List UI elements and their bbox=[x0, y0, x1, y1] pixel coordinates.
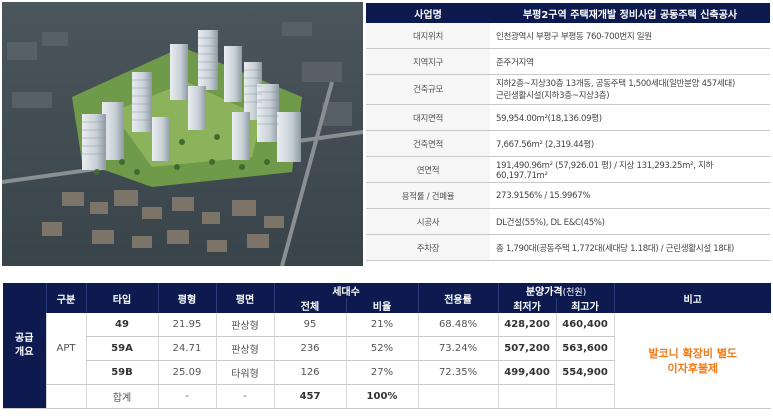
total-pyeong-cell: - bbox=[157, 384, 216, 409]
info-row-value: 59,954.00m²(18,136.09평) bbox=[490, 104, 770, 131]
total-label-cell: 합계 bbox=[85, 384, 158, 409]
header-households-ratio: 비율 bbox=[345, 298, 419, 313]
pyeong-cell: 25.09 bbox=[157, 360, 216, 385]
info-row-label: 건축면적 bbox=[366, 130, 490, 157]
header-remarks: 비고 bbox=[613, 283, 771, 313]
total-row: 합계 - - 457 100% bbox=[3, 384, 771, 409]
layout-cell: 판상형 bbox=[215, 313, 274, 337]
header-price-min: 최저가 bbox=[497, 298, 557, 313]
info-row-value: 191,490.96m² (57,926.01 평) / 지상 131,293.… bbox=[490, 156, 770, 183]
header-households-total: 전체 bbox=[273, 298, 346, 313]
info-row-value: 273.9156% / 15.9967% bbox=[490, 182, 770, 209]
pyeong-cell: 24.71 bbox=[157, 336, 216, 361]
info-header-label: 사업명 bbox=[366, 3, 490, 23]
type-cell: 59A bbox=[85, 336, 158, 361]
header-category: 구분 bbox=[45, 283, 86, 313]
price-min-cell: 428,200 bbox=[497, 313, 557, 337]
info-header-row: 사업명 부평2구역 주택재개발 정비사업 공동주택 신축공사 bbox=[366, 3, 770, 23]
price-max-cell: 460,400 bbox=[555, 313, 615, 337]
header-price-label: 분양가격 bbox=[525, 287, 563, 298]
households-total-cell: 95 bbox=[273, 313, 346, 337]
info-row-label: 연면적 bbox=[366, 156, 490, 183]
info-row-label: 대지위치 bbox=[366, 23, 490, 49]
households-ratio-cell: 52% bbox=[345, 336, 419, 361]
info-header-value: 부평2구역 주택재개발 정비사업 공동주택 신축공사 bbox=[490, 3, 770, 23]
info-row-scale: 건축규모 지하2층~지상30층 13개동, 공동주택 1,500세대(일반분양 … bbox=[366, 74, 770, 105]
info-row-value: DL건설(55%), DL E&C(45%) bbox=[490, 208, 770, 235]
category-cell: APT bbox=[45, 313, 86, 385]
layout-cell: 판상형 bbox=[215, 336, 274, 361]
info-row-value: 지하2층~지상30층 13개동, 공동주택 1,500세대(일반분양 457세대… bbox=[490, 74, 770, 105]
project-info-table: 사업명 부평2구역 주택재개발 정비사업 공동주택 신축공사 대지위치 인천광역… bbox=[366, 3, 770, 261]
info-row-contractor: 시공사 DL건설(55%), DL E&C(45%) bbox=[366, 208, 770, 235]
table-row: APT 49 21.95 판상형 95 21% 68.48% 428,200 4… bbox=[3, 313, 771, 409]
header-layout: 평면 bbox=[215, 283, 274, 313]
remark-balcony: 발코니 확장비 별도 bbox=[648, 346, 738, 360]
total-price-min-cell bbox=[497, 384, 557, 409]
header-price-max: 최고가 bbox=[555, 298, 615, 313]
info-row-zone: 지역지구 준주거지역 bbox=[366, 48, 770, 75]
total-ratio-cell: 100% bbox=[345, 384, 419, 409]
total-households-cell: 457 bbox=[273, 384, 346, 409]
supply-header-row-1: 공급 개요 구분 타입 평형 평면 세대수 전용률 분양가격(천원) 비고 bbox=[3, 283, 771, 409]
info-row-value: 준주거지역 bbox=[490, 48, 770, 75]
info-row-value: 인천광역시 부평구 부평동 760-700번지 일원 bbox=[490, 23, 770, 49]
exclusive-ratio-cell: 68.48% bbox=[417, 313, 499, 337]
table-row: 59A 24.71 판상형 236 52% 73.24% 507,200 563… bbox=[3, 336, 771, 361]
total-exclusive-cell bbox=[417, 384, 499, 409]
price-max-cell: 554,900 bbox=[555, 360, 615, 385]
info-row-ratio: 용적률 / 건폐율 273.9156% / 15.9967% bbox=[366, 182, 770, 209]
info-row-value-line2: 근린생활시설(지하3층~지상3층) bbox=[496, 90, 610, 101]
total-layout-cell: - bbox=[215, 384, 274, 409]
header-price: 분양가격(천원) bbox=[497, 283, 615, 298]
aerial-rendering-image bbox=[2, 2, 363, 266]
info-row-location: 대지위치 인천광역시 부평구 부평동 760-700번지 일원 bbox=[366, 23, 770, 49]
header-price-unit: (천원) bbox=[562, 288, 587, 298]
exclusive-ratio-cell: 73.24% bbox=[417, 336, 499, 361]
price-max-cell: 563,600 bbox=[555, 336, 615, 361]
info-row-parking: 주차장 총 1,790대(공동주택 1,772대(세대당 1.18대) / 근린… bbox=[366, 234, 770, 261]
households-ratio-cell: 27% bbox=[345, 360, 419, 385]
remarks-cell: 발코니 확장비 별도 이자후불제 bbox=[613, 313, 771, 409]
remark-interest: 이자후불제 bbox=[667, 361, 719, 375]
info-row-label: 대지면적 bbox=[366, 104, 490, 131]
households-total-cell: 236 bbox=[273, 336, 346, 361]
info-row-label: 시공사 bbox=[366, 208, 490, 235]
header-exclusive-ratio: 전용률 bbox=[417, 283, 499, 313]
info-row-value: 7,667.56m² (2,319.44평) bbox=[490, 130, 770, 157]
layout-cell: 타워형 bbox=[215, 360, 274, 385]
total-price-max-cell bbox=[555, 384, 615, 409]
type-cell: 49 bbox=[85, 313, 158, 337]
table-row: 59B 25.09 타워형 126 27% 72.35% 499,400 554… bbox=[3, 360, 771, 385]
info-row-site-area: 대지면적 59,954.00m²(18,136.09평) bbox=[366, 104, 770, 131]
info-row-floor-area: 연면적 191,490.96m² (57,926.01 평) / 지상 131,… bbox=[366, 156, 770, 183]
supply-overview-table: 공급 개요 구분 타입 평형 평면 세대수 전용률 분양가격(천원) 비고 전체… bbox=[3, 283, 771, 409]
category-cell-empty bbox=[45, 384, 86, 409]
info-row-label: 주차장 bbox=[366, 234, 490, 261]
households-ratio-cell: 21% bbox=[345, 313, 419, 337]
supply-section-label: 공급 개요 bbox=[3, 283, 46, 409]
price-min-cell: 499,400 bbox=[497, 360, 557, 385]
info-row-value-line1: 지하2층~지상30층 13개동, 공동주택 1,500세대(일반분양 457세대… bbox=[496, 78, 735, 89]
supply-section-text: 공급 개요 bbox=[15, 332, 34, 358]
price-min-cell: 507,200 bbox=[497, 336, 557, 361]
type-cell: 59B bbox=[85, 360, 158, 385]
supply-header-row-2: 전체 비율 최저가 최고가 bbox=[3, 298, 771, 313]
header-type: 타입 bbox=[85, 283, 158, 313]
info-row-label: 건축규모 bbox=[366, 74, 490, 105]
info-row-value: 총 1,790대(공동주택 1,772대(세대당 1.18대) / 근린생활시설… bbox=[490, 234, 770, 261]
header-households: 세대수 bbox=[273, 283, 419, 298]
info-row-label: 용적률 / 건폐율 bbox=[366, 182, 490, 209]
households-total-cell: 126 bbox=[273, 360, 346, 385]
info-row-label: 지역지구 bbox=[366, 48, 490, 75]
header-pyeong: 평형 bbox=[157, 283, 216, 313]
exclusive-ratio-cell: 72.35% bbox=[417, 360, 499, 385]
pyeong-cell: 21.95 bbox=[157, 313, 216, 337]
info-row-building-area: 건축면적 7,667.56m² (2,319.44평) bbox=[366, 130, 770, 157]
